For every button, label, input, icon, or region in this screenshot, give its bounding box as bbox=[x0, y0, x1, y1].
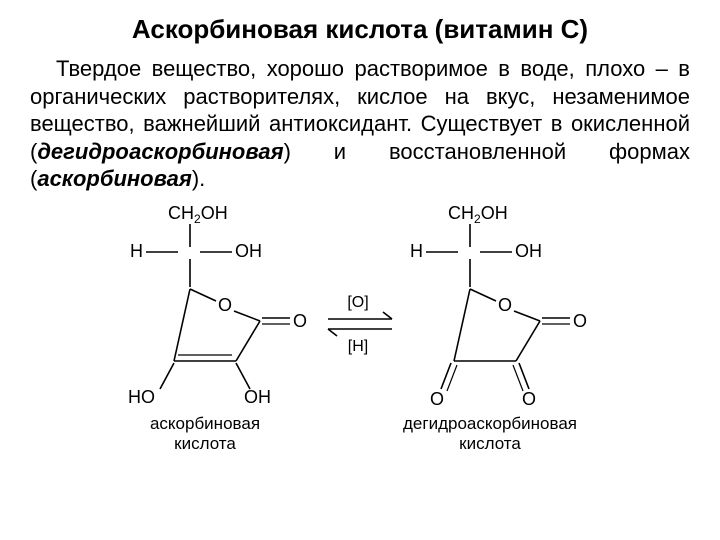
reaction-diagram: CH2OH H OH O bbox=[30, 203, 690, 463]
dehydroascorbic-acid-structure: CH2OH H OH O O bbox=[403, 203, 587, 453]
svg-text:OH: OH bbox=[515, 241, 542, 261]
svg-text:HO: HO bbox=[128, 387, 155, 407]
svg-text:H: H bbox=[130, 241, 143, 261]
svg-text:O: O bbox=[522, 389, 536, 409]
term-dehydro: дегидроаскорбиновая bbox=[37, 139, 283, 164]
page-title: Аскорбиновая кислота (витамин С) bbox=[30, 14, 690, 45]
svg-text:кислота: кислота bbox=[174, 434, 236, 453]
svg-text:дегидроаскорбиновая: дегидроаскорбиновая bbox=[403, 414, 577, 433]
svg-text:O: O bbox=[218, 295, 232, 315]
term-ascorbic: аскорбиновая bbox=[37, 166, 191, 191]
svg-text:O: O bbox=[498, 295, 512, 315]
svg-text:CH2OH: CH2OH bbox=[448, 203, 508, 226]
svg-text:кислота: кислота bbox=[459, 434, 521, 453]
svg-text:CH2OH: CH2OH bbox=[168, 203, 228, 226]
description-paragraph: Твердое вещество, хорошо растворимое в в… bbox=[30, 55, 690, 193]
svg-text:O: O bbox=[430, 389, 444, 409]
svg-text:O: O bbox=[293, 311, 307, 331]
equilibrium-arrows: [O] [H] bbox=[328, 294, 392, 355]
svg-text:аскорбиновая: аскорбиновая bbox=[150, 414, 260, 433]
seg3: ). bbox=[192, 166, 205, 191]
svg-text:[H]: [H] bbox=[348, 338, 368, 355]
svg-text:OH: OH bbox=[235, 241, 262, 261]
ascorbic-acid-structure: CH2OH H OH O bbox=[128, 203, 307, 453]
svg-text:H: H bbox=[410, 241, 423, 261]
svg-text:OH: OH bbox=[244, 387, 271, 407]
svg-text:O: O bbox=[573, 311, 587, 331]
svg-text:[O]: [O] bbox=[347, 294, 368, 311]
